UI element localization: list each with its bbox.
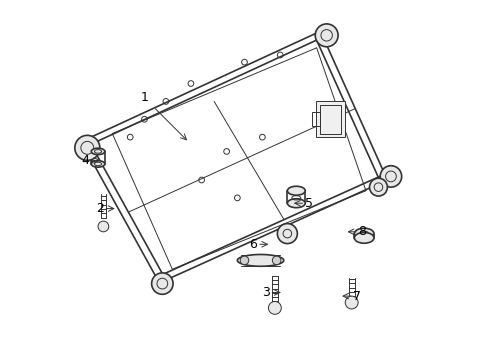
Text: 6: 6 — [249, 238, 257, 251]
Text: 5: 5 — [304, 197, 312, 210]
Circle shape — [98, 221, 108, 232]
Bar — [312, 112, 319, 126]
Bar — [319, 105, 340, 134]
Ellipse shape — [91, 161, 104, 167]
Circle shape — [272, 256, 281, 265]
Text: 2: 2 — [96, 202, 103, 215]
Text: 8: 8 — [358, 225, 366, 238]
Ellipse shape — [287, 186, 305, 195]
Circle shape — [380, 166, 401, 187]
Ellipse shape — [287, 199, 305, 208]
Circle shape — [369, 178, 386, 196]
Circle shape — [345, 296, 357, 309]
Polygon shape — [237, 255, 283, 266]
Bar — [315, 102, 344, 137]
Ellipse shape — [354, 233, 373, 243]
Circle shape — [151, 273, 173, 294]
Circle shape — [75, 135, 100, 160]
Text: 1: 1 — [140, 91, 148, 104]
Text: 4: 4 — [81, 154, 89, 167]
Text: 7: 7 — [352, 289, 360, 303]
Circle shape — [268, 301, 281, 314]
Circle shape — [240, 256, 248, 265]
Ellipse shape — [91, 148, 104, 155]
Text: 3: 3 — [262, 286, 269, 299]
Circle shape — [315, 24, 337, 47]
Ellipse shape — [354, 228, 373, 239]
Circle shape — [277, 224, 297, 244]
